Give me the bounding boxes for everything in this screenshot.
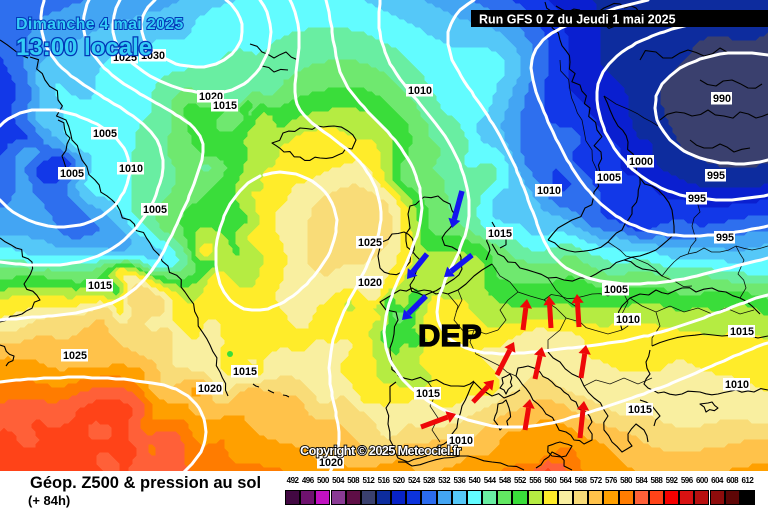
svg-text:1005: 1005 — [604, 284, 628, 296]
svg-text:1005: 1005 — [143, 204, 167, 216]
svg-text:Copyright © 2025 Meteociel.fr: Copyright © 2025 Meteociel.fr — [300, 443, 461, 458]
svg-text:1020: 1020 — [358, 277, 382, 289]
svg-text:1025: 1025 — [358, 237, 382, 249]
svg-text:1015: 1015 — [628, 404, 652, 416]
svg-text:1010: 1010 — [449, 435, 473, 447]
svg-text:1015: 1015 — [88, 280, 112, 292]
svg-text:1010: 1010 — [616, 314, 640, 326]
svg-text:1015: 1015 — [233, 366, 257, 378]
svg-text:1015: 1015 — [416, 388, 440, 400]
svg-text:1010: 1010 — [537, 185, 561, 197]
svg-text:1005: 1005 — [93, 128, 117, 140]
svg-text:Run GFS 0 Z du Jeudi 1 mai 202: Run GFS 0 Z du Jeudi 1 mai 2025 — [479, 13, 676, 27]
svg-text:1025: 1025 — [63, 350, 87, 362]
svg-text:995: 995 — [716, 232, 734, 244]
svg-text:995: 995 — [707, 170, 725, 182]
svg-text:13:00 locale: 13:00 locale — [16, 34, 152, 61]
svg-text:Dimanche 4 mai 2025: Dimanche 4 mai 2025 — [16, 16, 184, 33]
svg-text:1005: 1005 — [597, 172, 621, 184]
svg-text:1020: 1020 — [198, 383, 222, 395]
svg-text:DEP: DEP — [418, 318, 482, 353]
svg-text:1025: 1025 — [113, 52, 137, 64]
svg-text:990: 990 — [713, 93, 731, 105]
svg-text:1015: 1015 — [213, 100, 237, 112]
svg-text:1015: 1015 — [488, 228, 512, 240]
svg-text:1020: 1020 — [319, 457, 343, 469]
svg-text:1015: 1015 — [730, 326, 754, 338]
svg-text:1005: 1005 — [60, 168, 84, 180]
svg-text:1010: 1010 — [725, 379, 749, 391]
svg-text:1010: 1010 — [119, 163, 143, 175]
svg-text:995: 995 — [688, 193, 706, 205]
svg-text:1030: 1030 — [141, 50, 165, 62]
svg-text:1010: 1010 — [408, 85, 432, 97]
svg-text:1000: 1000 — [629, 156, 653, 168]
